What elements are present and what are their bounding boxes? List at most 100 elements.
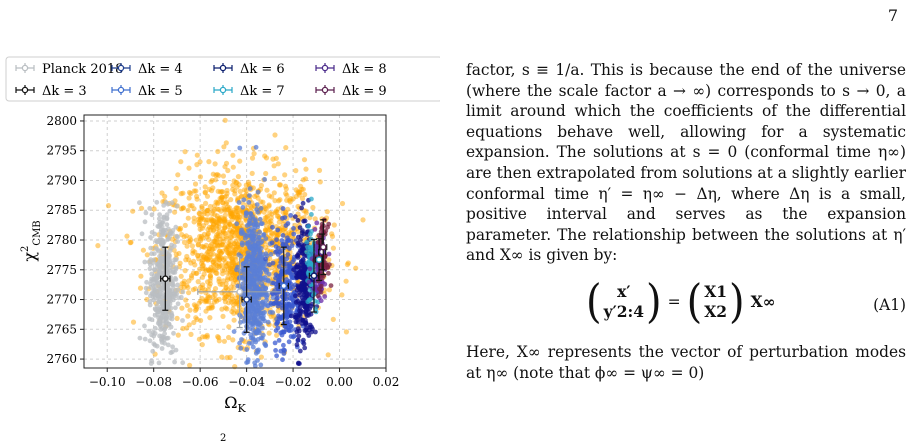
scatter-point [243, 310, 249, 316]
scatter-point [227, 254, 233, 260]
scatter-point [325, 264, 331, 270]
scatter-point [309, 196, 314, 202]
scatter-point [274, 320, 280, 326]
scatter-point [178, 191, 184, 197]
scatter-point [226, 334, 232, 341]
scatter-point [353, 265, 359, 271]
scatter-point [180, 325, 186, 332]
scatter-point [174, 203, 180, 209]
scatter-point [244, 347, 250, 352]
scatter-point [360, 217, 366, 223]
scatter-point [146, 259, 152, 265]
scatter-point [280, 242, 286, 248]
scatter-point [138, 273, 144, 279]
scatter-point [232, 241, 238, 247]
scatter-point [183, 297, 189, 303]
scatter-point [284, 277, 289, 282]
scatter-point [194, 270, 200, 276]
x-ticks: −0.10 −0.08 −0.06 −0.04 −0.02 0.00 0.02 [89, 368, 399, 389]
scatter-point [169, 242, 175, 248]
error-marker [315, 256, 323, 263]
scatter-point [229, 234, 235, 240]
scatter-point [181, 278, 187, 284]
scatter-point [228, 197, 234, 203]
scatter-point [258, 354, 264, 360]
scatter-point [267, 210, 273, 216]
scatter-point [274, 353, 279, 359]
scatter-point [299, 230, 305, 236]
scatter-point [257, 248, 262, 254]
scatter-point [197, 210, 203, 217]
scatter-point [296, 333, 302, 339]
scatter-point [227, 227, 233, 233]
scatter-point [232, 191, 238, 197]
error-marker [236, 288, 243, 296]
scatter-point [241, 301, 247, 307]
scatter-point [203, 267, 209, 273]
error-marker [319, 243, 327, 251]
scatter-point [244, 234, 250, 239]
scatter-point [286, 328, 292, 334]
scatter-point [253, 244, 259, 249]
scatter-point [262, 341, 267, 347]
scatter-point [206, 283, 212, 289]
scatter-point [303, 210, 309, 216]
scatter-point [217, 254, 223, 260]
scatter-point [156, 280, 162, 286]
legend-swatch-marker [321, 64, 329, 72]
scatter-point [309, 329, 314, 335]
rhs-bottom: X2 [704, 301, 728, 321]
scatter-point [202, 189, 208, 195]
scatter-chart: Planck 2018 Δk = 3 Δk = 4 Δk = 5 Δk = 6 Δk = … [5, 56, 440, 444]
scatter-point [161, 321, 167, 327]
scatter-point [253, 307, 259, 313]
scatter-point [149, 230, 155, 235]
scatter-point [294, 253, 300, 259]
scatter-point [158, 327, 164, 332]
scatter-point [344, 261, 350, 268]
scatter-point [253, 275, 259, 281]
scatter-point [209, 246, 215, 252]
scatter-point [269, 240, 275, 246]
error-marker [162, 275, 169, 283]
scatter-point [238, 220, 244, 226]
scatter-point [271, 175, 277, 181]
scatter-point [201, 209, 207, 215]
scatter-point [171, 294, 177, 300]
scatter-point [246, 275, 252, 281]
scatter-point [219, 242, 225, 248]
scatter-point [207, 278, 213, 284]
scatter-point [271, 190, 277, 196]
scatter-point [296, 270, 302, 275]
scatter-point [166, 236, 171, 242]
scatter-point [307, 287, 313, 293]
scatter-point [188, 331, 194, 337]
scatter-point [276, 219, 282, 225]
scatter-point [224, 355, 230, 361]
scatter-point [200, 235, 206, 241]
scatter-point [257, 267, 263, 272]
scatter-point [215, 200, 221, 207]
scatter-point [193, 315, 199, 321]
scatter-point [256, 314, 262, 320]
scatter-point [266, 193, 272, 199]
scatter-point [199, 203, 205, 210]
scatter-point [294, 329, 300, 335]
scatter-point [261, 209, 267, 215]
scatter-point [302, 191, 308, 198]
scatter-point [235, 174, 241, 180]
scatter-point [189, 275, 195, 281]
scatter-point [209, 188, 215, 194]
scatter-point [142, 259, 148, 265]
scatter-point [157, 286, 162, 292]
scatter-point [234, 267, 239, 273]
scatter-point [330, 316, 336, 322]
paragraph-2: Here, X∞ represents the vector of pertur… [466, 342, 906, 382]
scatter-point [137, 200, 142, 206]
scatter-point [287, 199, 293, 205]
scatter-point [274, 296, 280, 302]
scatter-point [184, 325, 190, 331]
scatter-point [151, 341, 157, 347]
scatter-point [275, 273, 280, 279]
scatter-point [174, 315, 180, 321]
